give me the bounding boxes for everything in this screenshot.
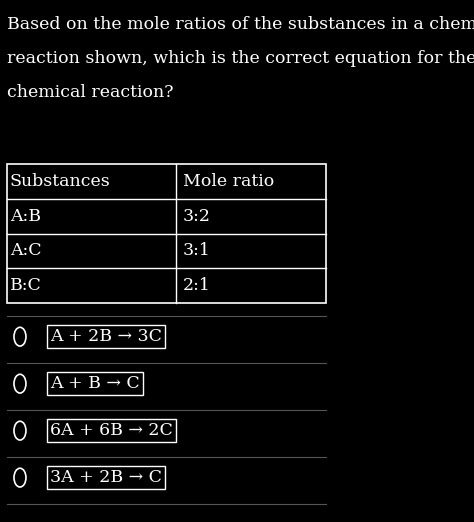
Text: 2:1: 2:1: [183, 277, 211, 294]
Text: B:C: B:C: [10, 277, 42, 294]
Text: A + 2B → 3C: A + 2B → 3C: [50, 328, 162, 345]
Text: 3A + 2B → C: 3A + 2B → C: [50, 469, 162, 486]
Text: chemical reaction?: chemical reaction?: [7, 84, 173, 101]
Text: Mole ratio: Mole ratio: [183, 173, 274, 190]
Text: Based on the mole ratios of the substances in a chemical: Based on the mole ratios of the substanc…: [7, 16, 474, 33]
Text: reaction shown, which is the correct equation for the: reaction shown, which is the correct equ…: [7, 50, 474, 67]
Text: A:C: A:C: [10, 242, 42, 259]
Text: A:B: A:B: [10, 208, 41, 225]
Text: Substances: Substances: [10, 173, 111, 190]
Text: A + B → C: A + B → C: [50, 375, 140, 392]
Text: 6A + 6B → 2C: 6A + 6B → 2C: [50, 422, 173, 439]
Text: 3:2: 3:2: [183, 208, 211, 225]
Bar: [7, 164, 326, 303]
Text: 3:1: 3:1: [183, 242, 211, 259]
